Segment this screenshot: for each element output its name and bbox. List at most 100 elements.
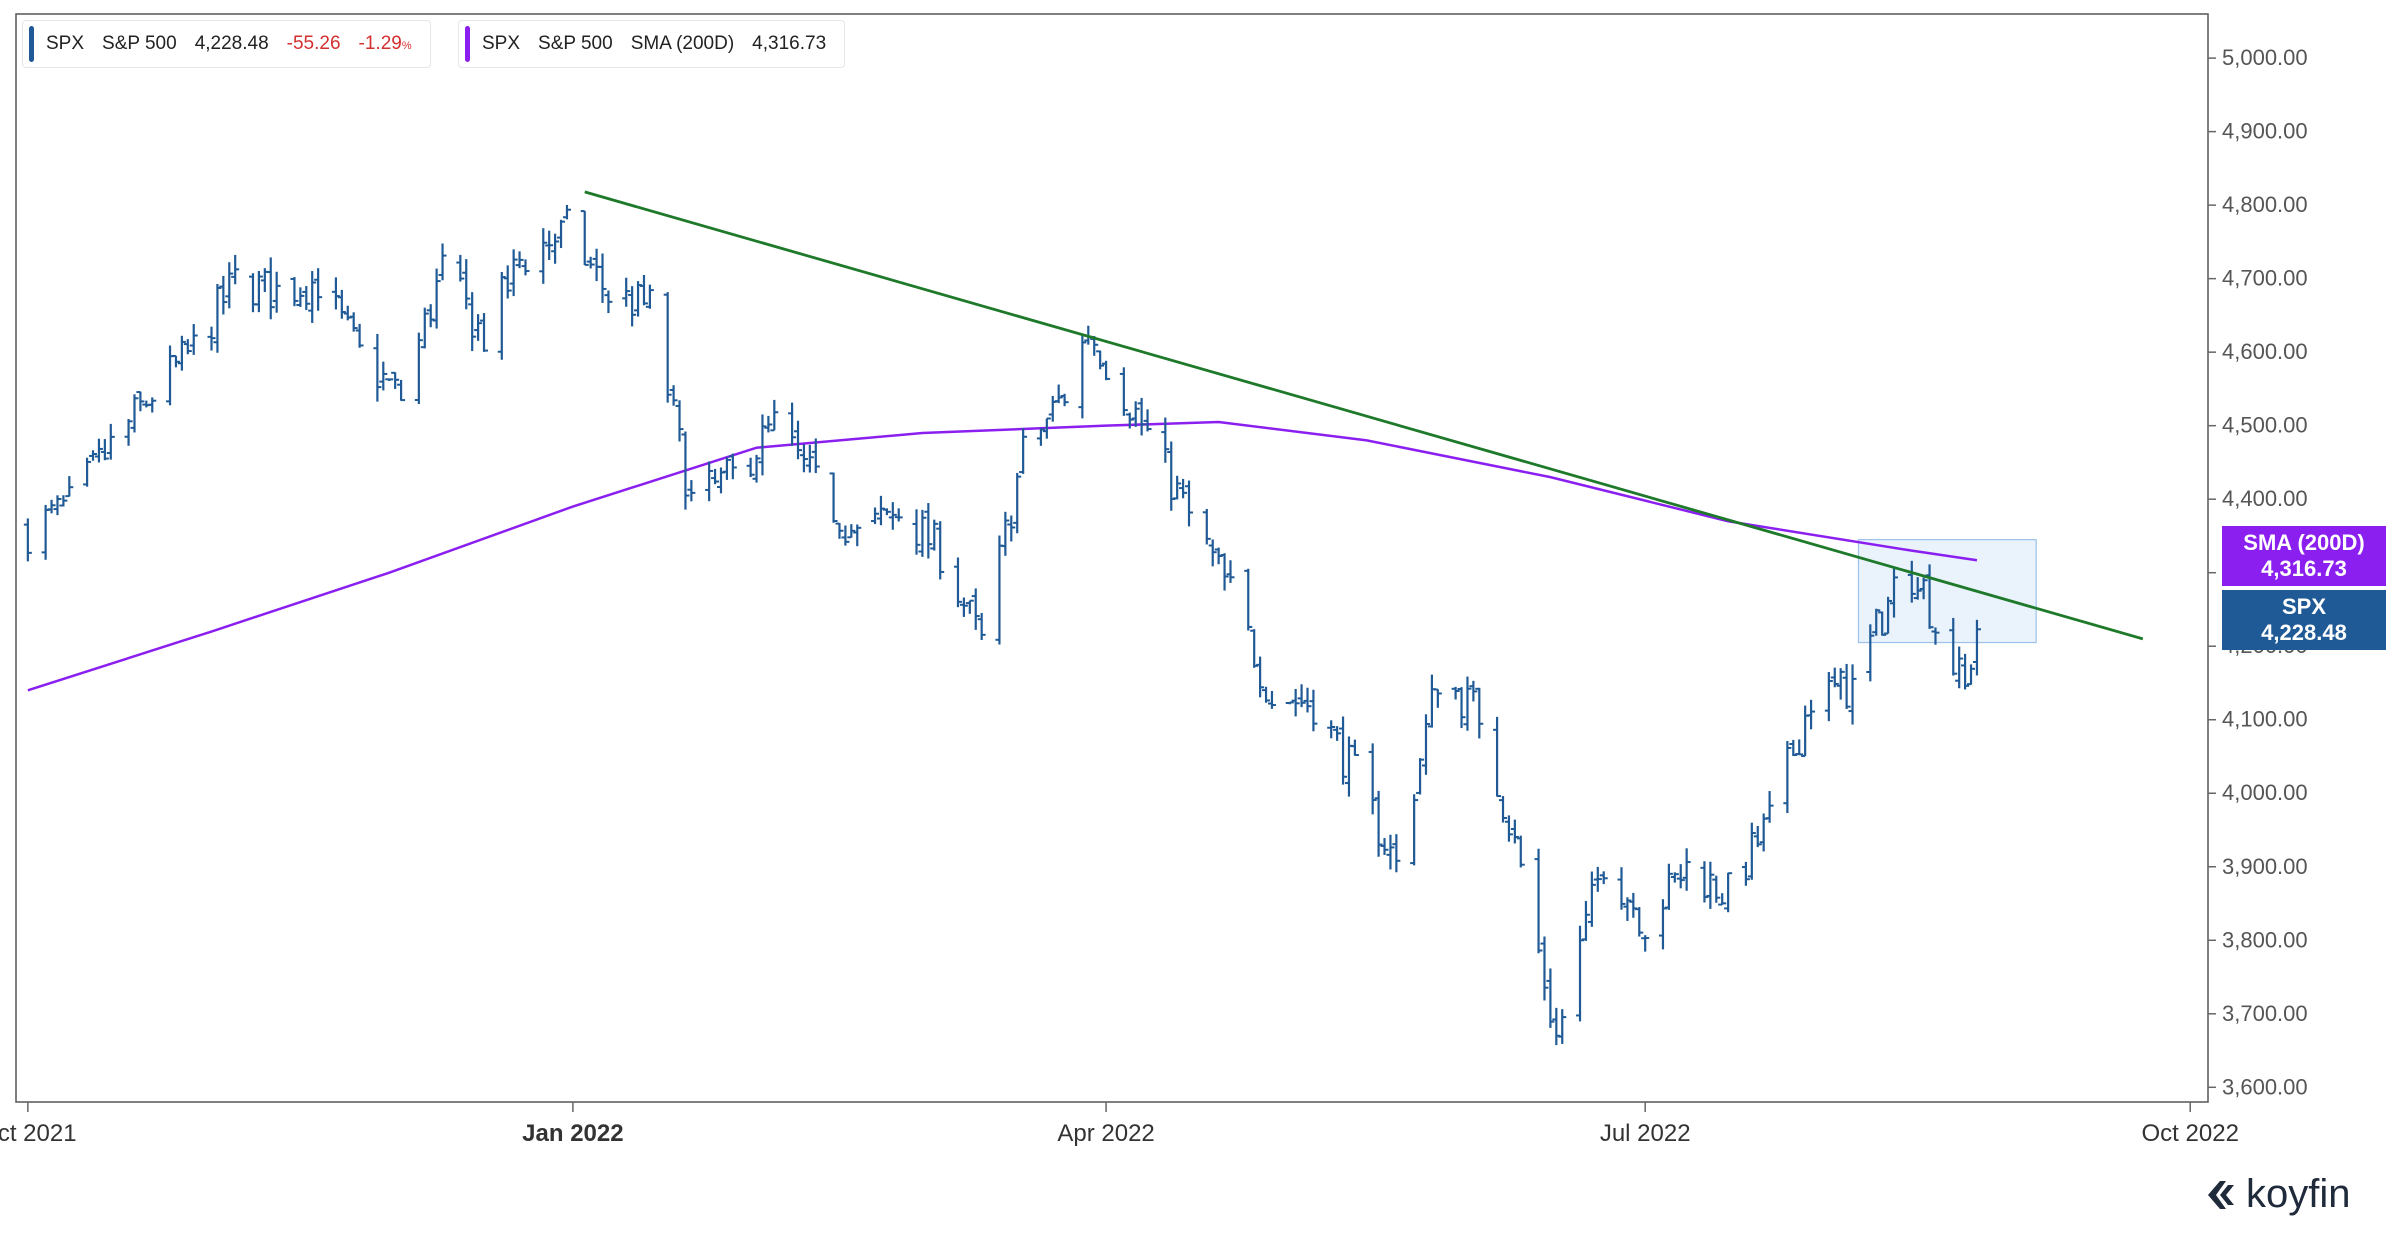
ohlc-bar [83,457,92,487]
ohlc-bar [1208,539,1217,567]
ohlc-bar [397,379,406,402]
ohlc-bar [1795,739,1804,756]
ohlc-bar [1125,412,1134,429]
ohlc-bar [1913,577,1922,600]
ohlc-bar [829,472,838,523]
ohlc-bar [1493,716,1502,798]
ohlc-bar [1700,861,1709,903]
ohlc-bar [47,499,56,514]
ohlc-bar [977,612,986,641]
spx-price-tag: SPX 4,228.48 [2222,590,2386,650]
ohlc-bar [995,535,1004,645]
ohlc-bar [1143,409,1152,432]
spx-legend-last: 4,228.48 [194,33,269,54]
ohlc-bar [1718,893,1727,906]
x-tick-label: Oct 2021 [0,1120,77,1147]
ohlc-bar [343,305,352,321]
ohlc-bar [882,508,891,516]
ohlc-bar [1380,838,1389,855]
chart-axes [15,13,2209,1103]
sma-legend-indicator: SMA (200D) [630,33,735,54]
ohlc-bar [391,371,400,389]
ohlc-bar [468,292,477,352]
ohlc-bar [166,345,175,406]
ohlc-bar [1504,815,1513,842]
ohlc-bar [1220,553,1229,591]
ohlc-bar [811,438,820,474]
ohlc-bar [59,495,68,507]
ohlc-bar [1416,758,1425,795]
ohlc-bar [1137,397,1146,436]
ohlc-bar [130,394,139,433]
ohlc-bar [1670,872,1679,883]
ohlc-bar [1131,401,1140,427]
ohlc-bar [663,292,672,403]
ohlc-bar [728,453,737,480]
trendline-layer [584,190,2144,641]
ohlc-bar [1368,743,1377,815]
ohlc-bar [100,439,109,461]
ohlc-bar [106,423,115,460]
ohlc-bar [1060,393,1069,407]
ohlc-bar [509,249,518,297]
ohlc-bar [177,335,186,371]
ohlc-bar [1185,480,1194,527]
ohlc-bar [1457,687,1466,729]
ohlc-bar [853,524,862,547]
ohlc-bar [675,400,684,442]
ohlc-bar [1291,688,1300,717]
ohlc-bar [1036,428,1045,446]
ohlc-bar [41,504,50,560]
ohlc-bar [894,508,903,522]
ohlc-bar [805,444,814,473]
sma-price-tag: SMA (200D) 4,316.73 [2222,526,2386,586]
ohlc-bar [959,597,968,617]
ohlc-bar [598,253,607,303]
ohlc-bar [1884,596,1893,635]
ohlc-bar [1297,684,1306,708]
ohlc-bar [1421,714,1430,775]
ohlc-bar [888,502,897,530]
ohlc-bar [1587,871,1596,927]
spx-legend-change-pct: -1.29% [359,33,412,55]
ohlc-bar [1641,935,1650,952]
ohlc-bar [231,254,240,285]
spx-legend-name: S&P 500 [102,33,177,54]
ohlc-bar [302,286,311,311]
sma-price-tag-value: 4,316.73 [2261,556,2347,581]
sma-legend[interactable]: SPX S&P 500 SMA (200D) 4,316.73 [458,20,846,68]
ohlc-bar [1469,680,1478,702]
ohlc-bar [1593,866,1602,892]
ohlc-bar [1801,705,1810,758]
spx-price-tag-value: 4,228.48 [2261,620,2347,645]
ohlc-bar [918,509,927,557]
ohlc-bar [1664,863,1673,910]
ohlc-bar [1830,667,1839,688]
ohlc-bar [799,444,808,473]
ohlc-bar [924,503,933,559]
ohlc-bar [1054,384,1063,404]
ohlc-bar [1635,907,1644,937]
ohlc-bar [1001,511,1010,556]
x-tick-label: Oct 2022 [2142,1120,2239,1147]
ohlc-bar [1712,875,1721,903]
sma-line [27,420,1978,692]
ohlc-bar [1475,687,1484,739]
plot-frame [15,13,2209,1103]
ohlc-bar [722,457,731,480]
spx-legend[interactable]: SPX S&P 500 4,228.48 -55.26 -1.29% [22,20,431,68]
y-tick-label: 3,600.00 [2222,1074,2308,1099]
ohlc-bar [1119,367,1128,416]
spx-legend-change: -55.26 [286,33,341,54]
ohlc-bar [758,414,767,476]
y-tick-label: 4,000.00 [2222,780,2308,805]
ohlc-bar [1955,646,1964,689]
ohlc-bar [1724,872,1733,913]
y-tick-label: 3,700.00 [2222,1001,2308,1026]
ohlc-bar [1303,687,1312,713]
x-tick-label: Apr 2022 [1057,1120,1154,1147]
ohlc-bar [1706,861,1715,909]
ohlc-bar [308,271,317,323]
ohlc-bar [189,324,198,355]
